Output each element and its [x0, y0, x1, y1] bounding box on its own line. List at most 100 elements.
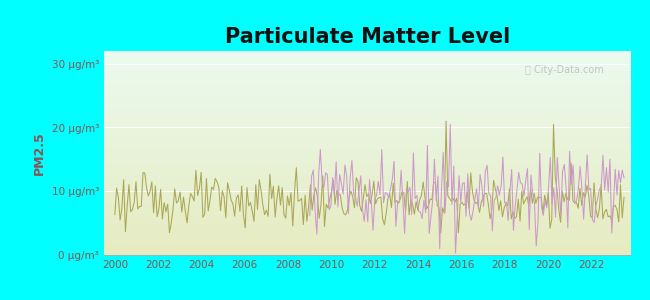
Bar	[104, 112, 630, 113]
Bar	[104, 92, 630, 93]
Bar	[104, 164, 630, 165]
Bar	[104, 86, 630, 87]
Bar	[104, 56, 630, 57]
Bar	[104, 62, 630, 63]
Bar	[104, 162, 630, 163]
Bar	[104, 240, 630, 241]
Bar	[104, 165, 630, 166]
Bar	[104, 206, 630, 207]
Bar	[104, 67, 630, 68]
Bar	[104, 251, 630, 252]
Bar	[104, 145, 630, 146]
Bar	[104, 150, 630, 151]
Bar	[104, 52, 630, 53]
Bar	[104, 202, 630, 203]
Bar	[104, 234, 630, 235]
Bar	[104, 253, 630, 254]
Bar	[104, 143, 630, 144]
Bar	[104, 232, 630, 234]
Bar	[104, 149, 630, 150]
Bar	[104, 186, 630, 187]
Bar	[104, 158, 630, 159]
Bar	[104, 108, 630, 109]
Bar	[104, 84, 630, 85]
Bar	[104, 82, 630, 84]
Bar	[104, 236, 630, 237]
Bar	[104, 220, 630, 221]
Bar	[104, 184, 630, 186]
Bar	[104, 238, 630, 239]
Bar	[104, 109, 630, 110]
Bar	[104, 215, 630, 216]
Bar	[104, 148, 630, 149]
Bar	[104, 147, 630, 148]
Bar	[104, 141, 630, 142]
Bar	[104, 138, 630, 139]
Bar	[104, 127, 630, 128]
Bar	[104, 115, 630, 116]
Bar	[104, 201, 630, 202]
Bar	[104, 99, 630, 100]
Bar	[104, 65, 630, 66]
Bar	[104, 200, 630, 201]
Bar	[104, 227, 630, 229]
Bar	[104, 74, 630, 76]
Bar	[104, 130, 630, 132]
Bar	[104, 110, 630, 111]
Bar	[104, 69, 630, 70]
Bar	[104, 210, 630, 211]
Bar	[104, 91, 630, 92]
Bar	[104, 249, 630, 250]
Bar	[104, 181, 630, 182]
Bar	[104, 178, 630, 179]
Bar	[104, 197, 630, 198]
Bar	[104, 104, 630, 105]
Bar	[104, 224, 630, 225]
Bar	[104, 103, 630, 104]
Bar	[104, 58, 630, 59]
Bar	[104, 81, 630, 82]
Bar	[104, 168, 630, 169]
Bar	[104, 235, 630, 236]
Bar	[104, 193, 630, 194]
Bar	[104, 59, 630, 60]
Bar	[104, 151, 630, 152]
Bar	[104, 218, 630, 219]
Bar	[104, 133, 630, 134]
Bar	[104, 100, 630, 101]
Bar	[104, 55, 630, 56]
Bar	[104, 142, 630, 143]
Bar	[104, 169, 630, 170]
Bar	[104, 128, 630, 130]
Bar	[104, 203, 630, 204]
Bar	[104, 57, 630, 58]
Bar	[104, 219, 630, 220]
Bar	[104, 139, 630, 140]
Bar	[104, 70, 630, 71]
Bar	[104, 63, 630, 64]
Bar	[104, 136, 630, 137]
Bar	[104, 195, 630, 196]
Bar	[104, 144, 630, 145]
Bar	[104, 156, 630, 157]
Bar	[104, 140, 630, 141]
Bar	[104, 205, 630, 206]
Bar	[104, 242, 630, 243]
Bar	[104, 64, 630, 65]
Bar	[104, 114, 630, 115]
Bar	[104, 183, 630, 184]
Bar	[104, 97, 630, 98]
Bar	[104, 207, 630, 208]
Bar	[104, 71, 630, 72]
Bar	[104, 189, 630, 190]
Bar	[104, 182, 630, 183]
Bar	[104, 191, 630, 192]
Bar	[104, 125, 630, 127]
Bar	[104, 54, 630, 55]
Bar	[104, 222, 630, 224]
Bar	[104, 72, 630, 74]
Bar	[104, 123, 630, 124]
Bar	[104, 188, 630, 189]
Bar	[104, 171, 630, 172]
Bar	[104, 117, 630, 118]
